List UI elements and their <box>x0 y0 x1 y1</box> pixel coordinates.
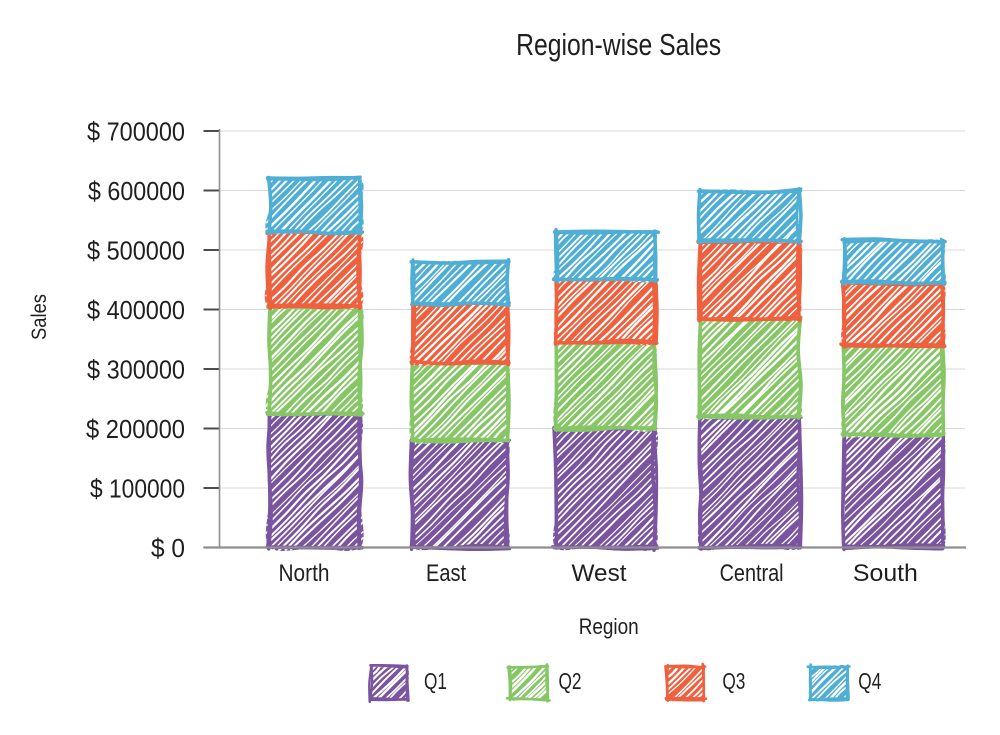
svg-text:Q4: Q4 <box>858 668 881 694</box>
svg-text:Q3: Q3 <box>722 668 745 694</box>
svg-text:$ 700000: $ 700000 <box>87 117 185 147</box>
svg-text:East: East <box>426 560 466 587</box>
svg-text:South: South <box>853 560 918 587</box>
svg-text:Central: Central <box>720 560 784 587</box>
svg-text:$ 100000: $ 100000 <box>90 474 185 504</box>
svg-text:Region: Region <box>579 614 639 639</box>
svg-text:$ 600000: $ 600000 <box>88 176 185 206</box>
svg-text:Region-wise Sales: Region-wise Sales <box>516 27 721 62</box>
svg-text:$ 500000: $ 500000 <box>87 236 185 266</box>
svg-text:$ 400000: $ 400000 <box>87 295 185 325</box>
svg-text:$ 300000: $ 300000 <box>87 355 185 385</box>
svg-text:$ 200000: $ 200000 <box>86 414 185 444</box>
svg-text:Sales: Sales <box>28 294 51 340</box>
svg-text:Q1: Q1 <box>424 668 447 694</box>
svg-text:West: West <box>572 560 627 587</box>
svg-text:Q2: Q2 <box>559 668 582 694</box>
svg-text:$ 0: $ 0 <box>151 533 185 563</box>
svg-text:North: North <box>279 560 330 587</box>
